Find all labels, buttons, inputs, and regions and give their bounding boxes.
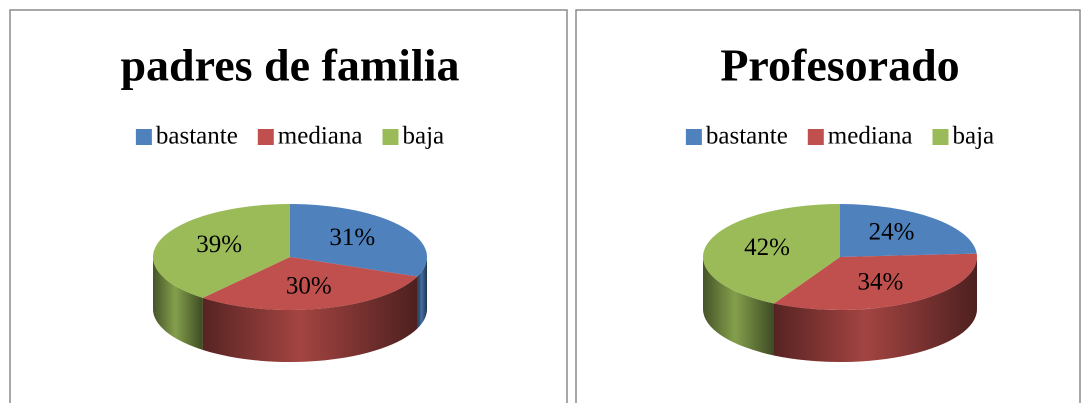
pie-side-shade [703,257,774,356]
legend-text: baja [402,123,444,150]
slice-label: 30% [286,273,332,300]
legend-text: baja [952,123,994,150]
chart-title: Profesorado [720,40,959,91]
slice-label: 31% [329,224,375,251]
slice-label: 39% [196,231,242,258]
pie-side-shade [417,257,427,329]
legend-text: bastante [706,123,788,150]
slice-label: 24% [869,219,915,246]
legend-swatch [382,129,399,145]
legend-text: mediana [828,123,913,150]
pie-slice [153,204,290,298]
pie-side-shade [202,276,418,362]
pie-slice [290,204,427,277]
legend-swatch [257,129,274,145]
pie-slice [773,253,977,310]
legend-text: mediana [278,123,363,150]
legend-swatch [807,129,824,145]
pie-slice [703,204,840,304]
slice-label: 34% [857,269,903,296]
legend-swatch [932,129,949,145]
legend-swatch [685,129,702,145]
pie-slice [840,204,977,257]
chart-title: padres de familia [120,40,459,91]
slice-label: 42% [744,234,790,261]
pie-slice [202,257,418,310]
panel-border [575,9,1081,403]
legend-swatch [135,129,152,145]
pie-side-shade [153,257,203,350]
pie-side-shade [773,257,977,362]
legend-text: bastante [156,123,238,150]
panel-border [9,9,568,403]
